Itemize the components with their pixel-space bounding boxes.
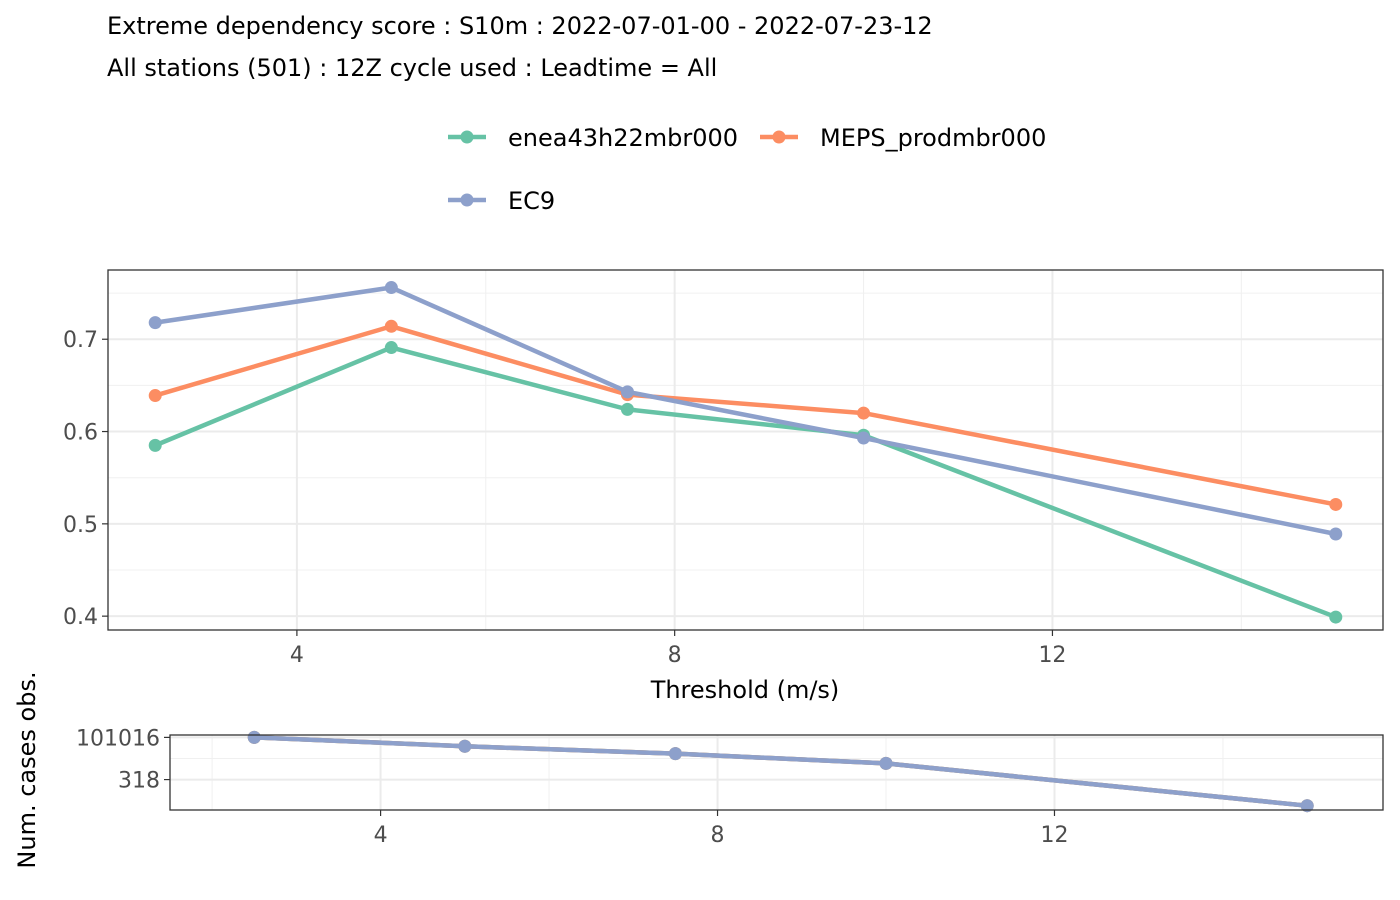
y-tick-label: 318 [118, 769, 160, 794]
x-tick-label: 12 [1038, 643, 1066, 668]
y-tick-label: 0.6 [63, 421, 98, 446]
plot-border [169, 734, 1384, 811]
data-point-EC9 [148, 316, 162, 330]
legend: enea43h22mbr000 MEPS_prodmbr000 EC9 [448, 124, 1046, 215]
plot-background [108, 270, 1383, 630]
data-point-enea43h22mbr000 [384, 341, 398, 355]
data-point-EC9 [620, 385, 634, 399]
data-point-series-2 [879, 756, 893, 770]
data-point-series-2 [247, 730, 261, 744]
x-tick-label: 4 [374, 823, 388, 848]
y-tick-label: 0.7 [63, 328, 98, 353]
main-plot: 4 8 12 0.4 0.5 0.6 0.7 [63, 269, 1384, 668]
y-tick-label: 0.5 [63, 513, 98, 538]
data-point-MEPS_prodmbr000 [1329, 497, 1343, 511]
data-point-EC9 [857, 431, 871, 445]
x-tick-label: 12 [1040, 823, 1068, 848]
legend-key-point [772, 130, 786, 144]
cases-plot: 4 8 12 318 101016 [76, 726, 1384, 848]
y-tick-label: 101016 [76, 726, 160, 751]
chart-title: Extreme dependency score : S10m : 2022-0… [107, 12, 933, 40]
legend-key-point [460, 193, 474, 207]
data-point-series-2 [458, 739, 472, 753]
data-point-MEPS_prodmbr000 [384, 319, 398, 333]
data-point-MEPS_prodmbr000 [857, 406, 871, 420]
data-point-series-2 [668, 747, 682, 761]
data-point-enea43h22mbr000 [148, 438, 162, 452]
legend-key-point [460, 130, 474, 144]
data-point-MEPS_prodmbr000 [148, 389, 162, 403]
x-tick-label: 8 [711, 823, 725, 848]
y-tick-label: 0.4 [63, 605, 98, 630]
data-point-series-2 [1300, 799, 1314, 813]
main-x-axis-label: Threshold (m/s) [650, 676, 840, 704]
x-tick-label: 8 [668, 643, 682, 668]
data-point-EC9 [1329, 527, 1343, 541]
x-tick-label: 4 [290, 643, 304, 668]
cases-y-axis-label: Num. cases obs. [13, 671, 41, 868]
data-point-enea43h22mbr000 [1329, 610, 1343, 624]
chart-subtitle: All stations (501) : 12Z cycle used : Le… [107, 54, 717, 82]
data-point-EC9 [384, 281, 398, 295]
data-point-enea43h22mbr000 [620, 402, 634, 416]
plot-border [107, 269, 1384, 631]
legend-label: MEPS_prodmbr000 [820, 124, 1046, 152]
legend-label: enea43h22mbr000 [508, 124, 738, 152]
legend-label: EC9 [508, 187, 555, 215]
plot-background [170, 735, 1383, 810]
